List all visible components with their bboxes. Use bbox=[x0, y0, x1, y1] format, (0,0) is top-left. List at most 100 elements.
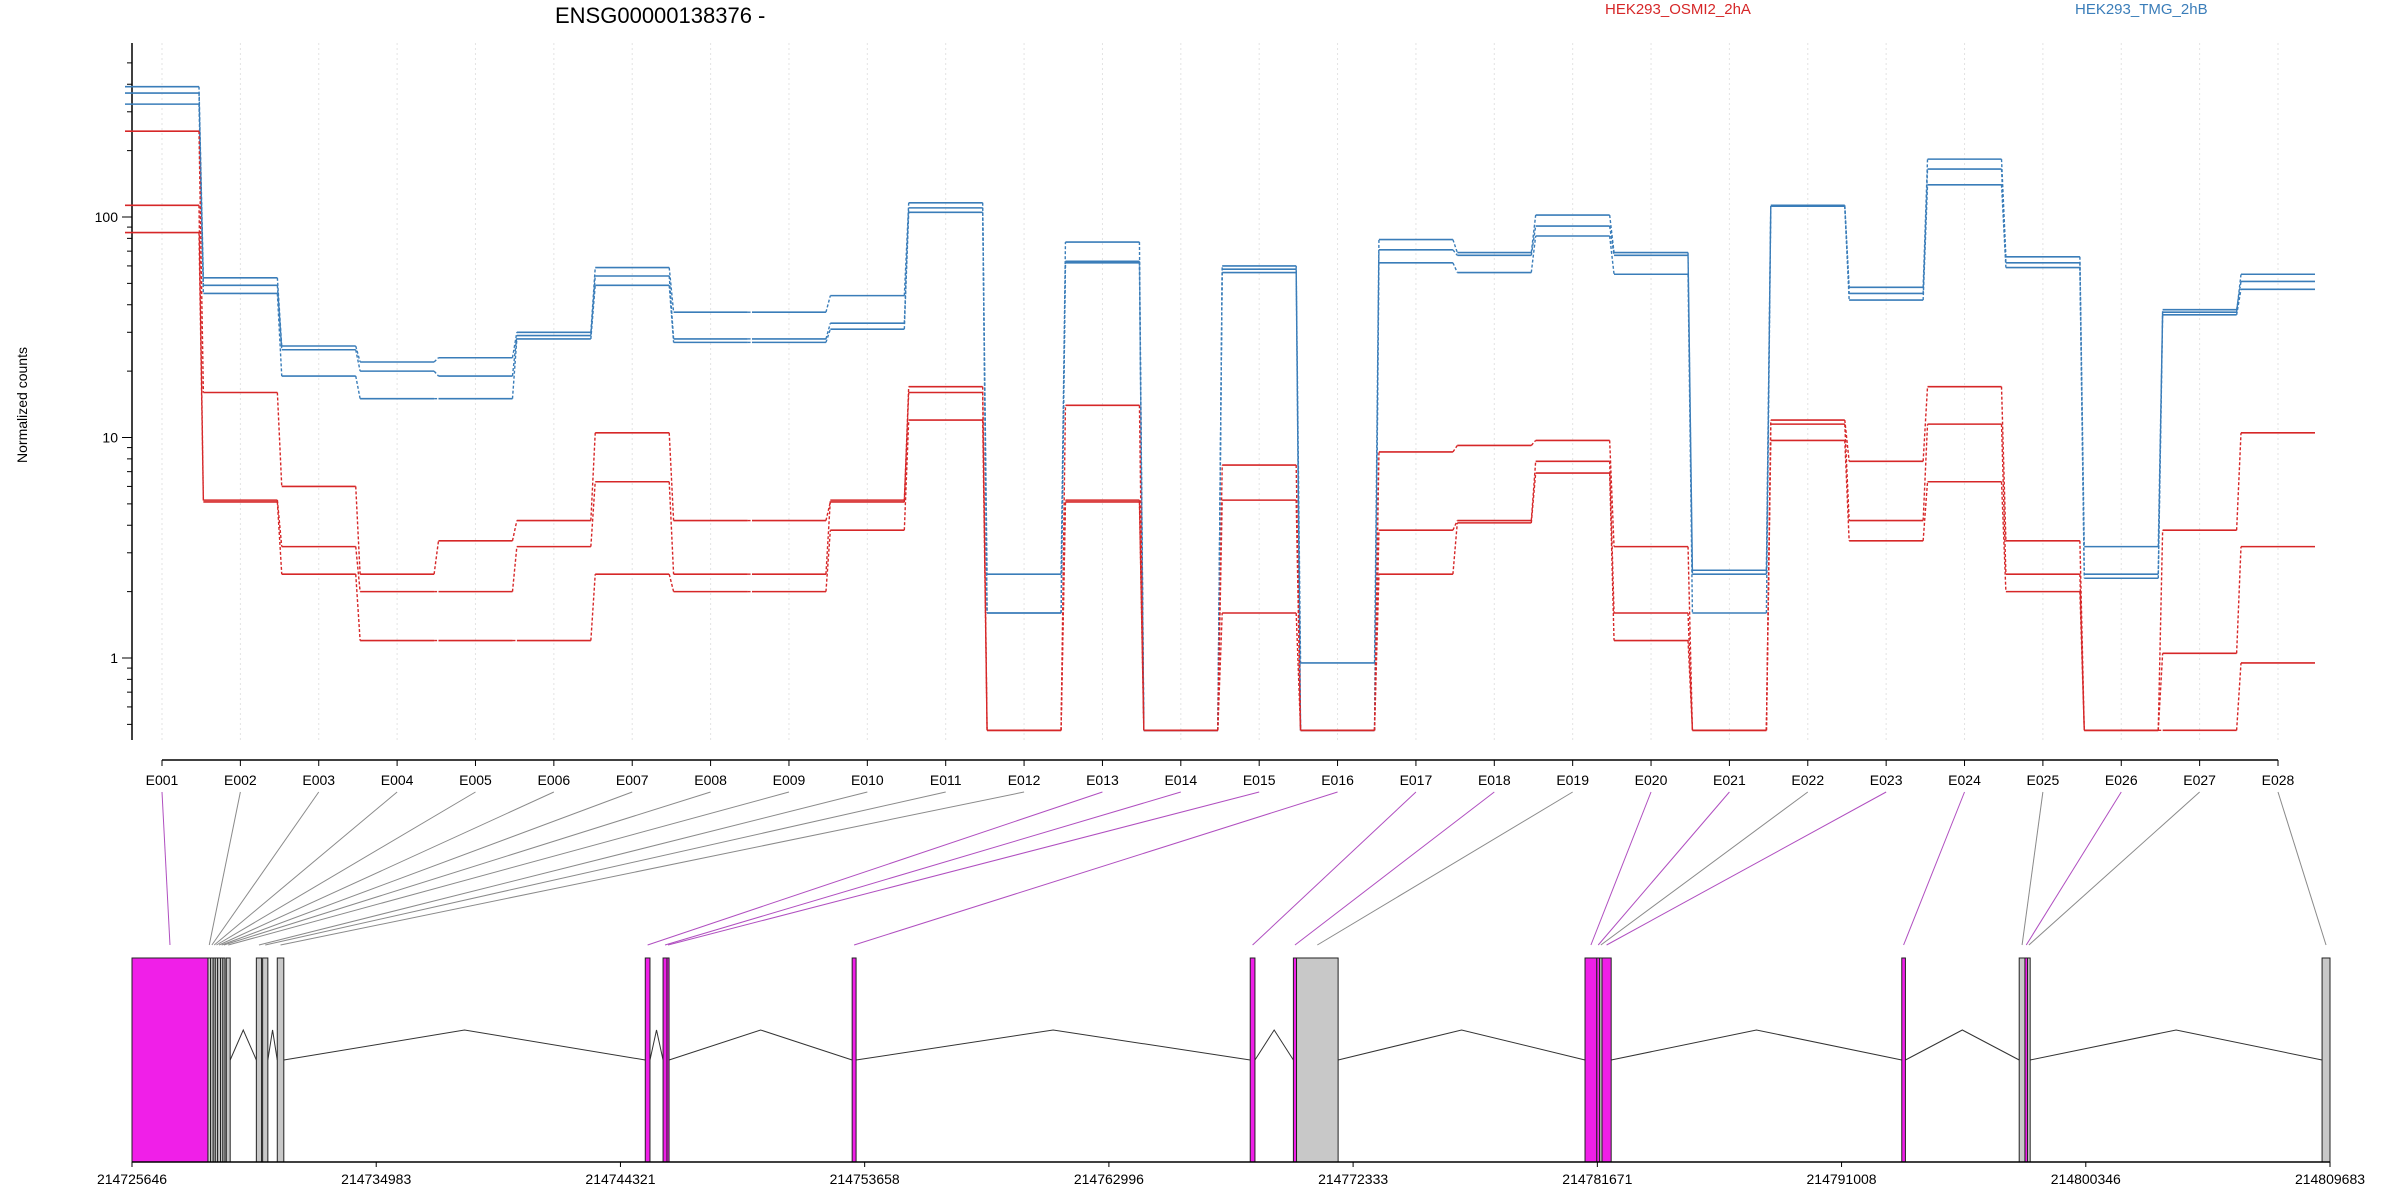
exon-box bbox=[131, 957, 209, 1163]
x-tick-label: E004 bbox=[381, 772, 414, 788]
x-tick-label: E006 bbox=[538, 772, 571, 788]
x-tick-label: E019 bbox=[1556, 772, 1589, 788]
series-connector bbox=[2000, 184, 2007, 268]
series-connector bbox=[668, 285, 675, 343]
exon-connector bbox=[1903, 791, 1965, 946]
series-connector bbox=[1060, 262, 1067, 614]
genomic-tick-label: 214753658 bbox=[830, 1171, 900, 1187]
exon-connector bbox=[1597, 791, 1730, 946]
exon-box bbox=[644, 957, 651, 1163]
y-tick-label: 10 bbox=[102, 430, 118, 446]
series-connector bbox=[1295, 272, 1302, 731]
series-connector bbox=[825, 295, 832, 313]
series-connector bbox=[355, 546, 361, 592]
series-connector bbox=[1138, 262, 1145, 731]
x-tick-label: E001 bbox=[146, 772, 179, 788]
series-connector bbox=[1530, 235, 1537, 273]
series-connector bbox=[1452, 445, 1458, 453]
exon-connector bbox=[223, 791, 711, 946]
exon-connector bbox=[280, 791, 1025, 946]
series-connector bbox=[433, 357, 439, 363]
intron-line bbox=[668, 1029, 853, 1061]
series-connector bbox=[1452, 239, 1458, 253]
series-connector bbox=[903, 392, 910, 501]
grid-layer bbox=[161, 43, 2279, 740]
series-connector bbox=[825, 328, 831, 343]
series-connector bbox=[1138, 501, 1145, 731]
series-connector bbox=[198, 131, 205, 393]
y-tick-label: 1 bbox=[110, 650, 118, 666]
exon-connector bbox=[2025, 791, 2122, 946]
series-connector bbox=[2235, 289, 2242, 315]
series-connector bbox=[276, 293, 283, 377]
x-tick-label: E012 bbox=[1008, 772, 1041, 788]
exon-box bbox=[851, 957, 857, 1163]
series-connector bbox=[1452, 262, 1458, 273]
series-connector bbox=[1765, 206, 1772, 613]
exon-box bbox=[1249, 957, 1256, 1163]
intron-line bbox=[1254, 1029, 1294, 1061]
intron-line bbox=[856, 1029, 1251, 1061]
series-connector bbox=[1138, 500, 1145, 731]
legend-osmi: HEK293_OSMI2_2hA bbox=[1605, 1, 1751, 18]
series-connector bbox=[511, 520, 518, 541]
series-connector bbox=[1844, 206, 1850, 301]
series-connector bbox=[903, 212, 910, 330]
series-connector bbox=[590, 574, 596, 641]
series-connector bbox=[1452, 520, 1458, 531]
series-connector bbox=[2000, 386, 2007, 541]
exon-connector bbox=[1590, 791, 1652, 946]
exon-connector bbox=[853, 791, 1338, 946]
legend-tmg: HEK293_TMG_2hB bbox=[2075, 1, 2208, 18]
series-connector bbox=[982, 420, 988, 731]
exon-connector bbox=[2028, 791, 2200, 946]
series-connector bbox=[982, 392, 988, 731]
x-tick-label: E024 bbox=[1948, 772, 1981, 788]
series-connector bbox=[903, 420, 910, 531]
y-tick-label: 100 bbox=[95, 209, 119, 225]
exon-connector bbox=[208, 791, 241, 946]
series-connector bbox=[276, 501, 283, 575]
series-connector bbox=[1922, 184, 1929, 301]
series-connector bbox=[1765, 440, 1772, 731]
series-connector bbox=[1922, 424, 1929, 521]
exon-box bbox=[2018, 957, 2026, 1163]
genomic-tick-label: 214772333 bbox=[1318, 1171, 1388, 1187]
exon-connector bbox=[2021, 791, 2044, 946]
axis-layer: 1 10 100 E001 E002 E003 E004 E005 E006 E007 E008 E0… bbox=[95, 43, 2295, 788]
series-connector bbox=[1687, 546, 1694, 731]
series-connector bbox=[2000, 481, 2007, 592]
series-connector bbox=[1608, 473, 1615, 641]
x-tick-label: E009 bbox=[773, 772, 806, 788]
x-tick-label: E027 bbox=[2183, 772, 2216, 788]
exon-connector bbox=[1606, 791, 1887, 946]
intron-line bbox=[1905, 1029, 2020, 1061]
series-connector bbox=[668, 267, 675, 313]
exon-connector bbox=[221, 791, 633, 946]
exon-box bbox=[2321, 957, 2331, 1163]
x-tick-label: E017 bbox=[1400, 772, 1433, 788]
exon-connector bbox=[1600, 791, 1809, 946]
x-tick-label: E016 bbox=[1321, 772, 1354, 788]
series-connector bbox=[825, 530, 832, 592]
x-tick-label: E005 bbox=[459, 772, 492, 788]
series-connector bbox=[825, 322, 832, 340]
x-tick-label: E013 bbox=[1086, 772, 1119, 788]
series-connector bbox=[1922, 386, 1929, 462]
series-connector bbox=[433, 370, 440, 377]
series-connector bbox=[1060, 405, 1067, 731]
x-tick-label: E025 bbox=[2027, 772, 2060, 788]
series-line bbox=[125, 103, 2315, 732]
exon-connector bbox=[213, 791, 398, 946]
intron-line bbox=[283, 1029, 646, 1061]
series-connector bbox=[1608, 235, 1615, 275]
genomic-tick-label: 214725646 bbox=[97, 1171, 167, 1187]
exon-connector bbox=[265, 791, 946, 946]
series-connector bbox=[825, 501, 832, 521]
genomic-tick-label: 214791008 bbox=[1807, 1171, 1877, 1187]
exon-connector bbox=[664, 791, 1181, 946]
genomic-tick-label: 214781671 bbox=[1562, 1171, 1632, 1187]
series-connector bbox=[668, 573, 675, 592]
x-tick-label: E028 bbox=[2262, 772, 2295, 788]
series-connector bbox=[1217, 272, 1223, 731]
